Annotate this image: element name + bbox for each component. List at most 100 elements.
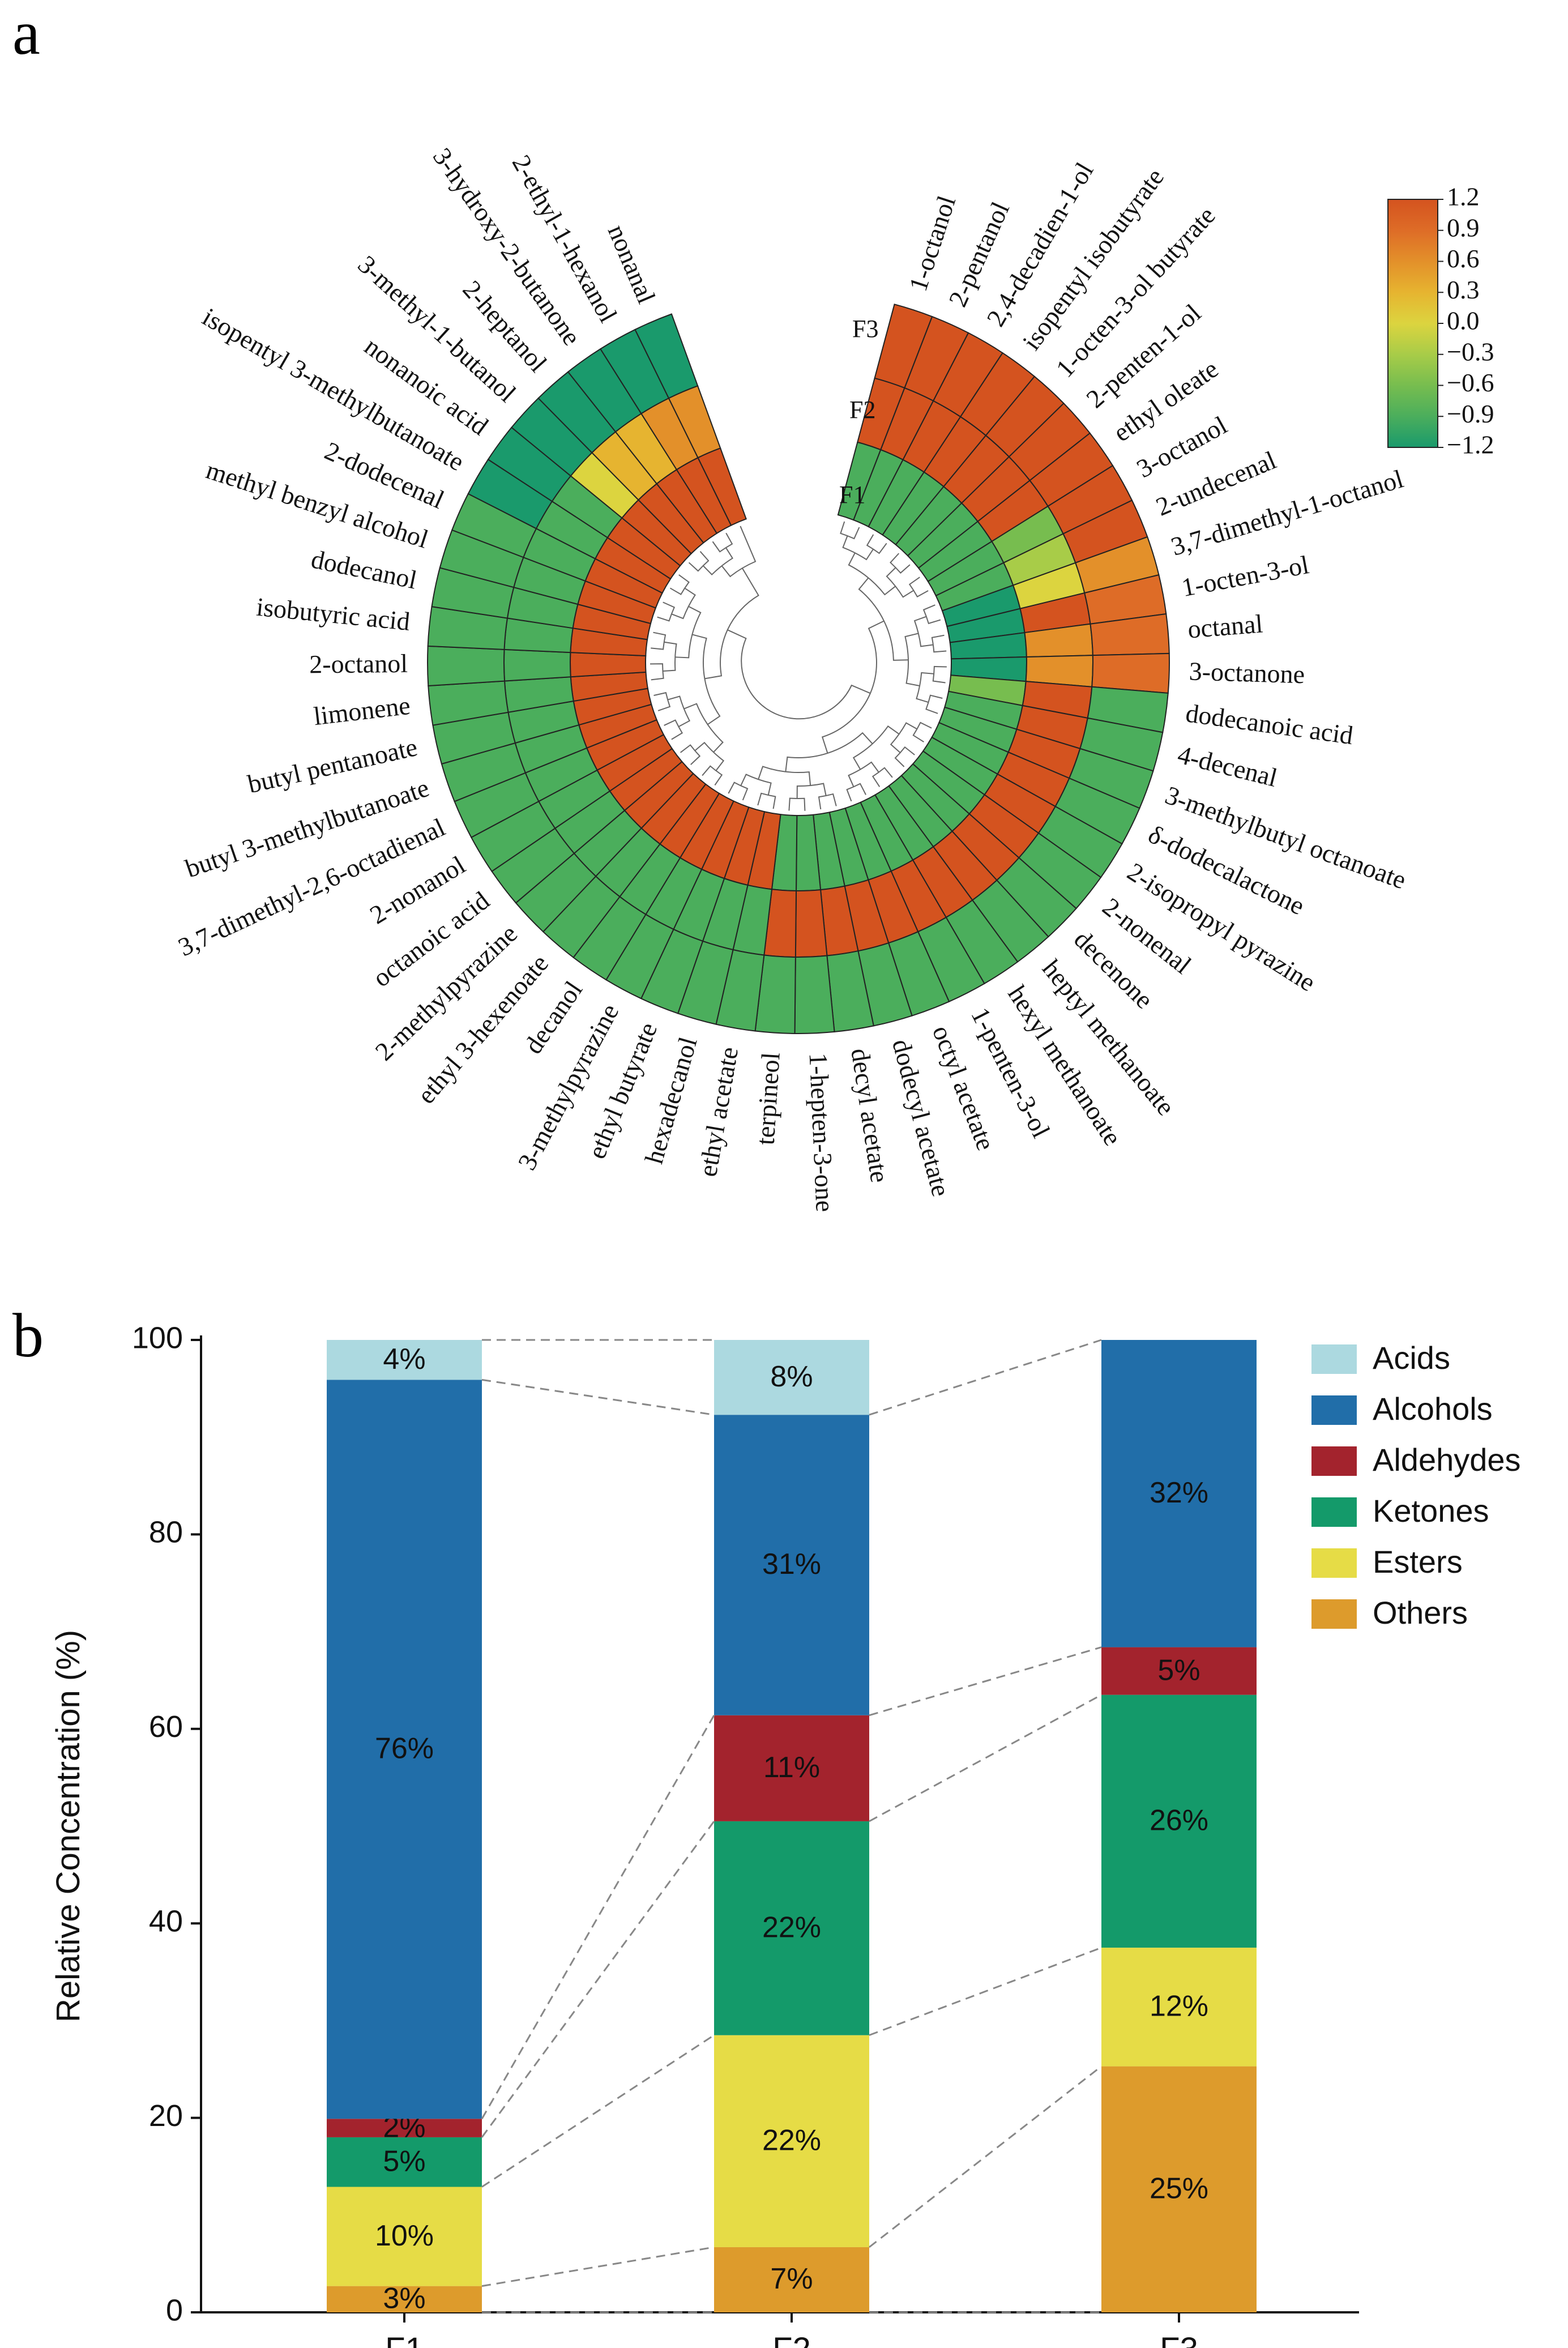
legend-label-ketones: Ketones [1373, 1493, 1489, 1529]
dendrogram-branch [657, 601, 676, 622]
data-label: 22% [762, 1911, 821, 1944]
dendrogram-branch [848, 761, 879, 787]
bar-alcohols-F3 [1101, 1340, 1257, 1647]
data-label: 5% [1157, 1654, 1200, 1687]
y-tick-label: 100 [132, 1321, 183, 1355]
connector-line [869, 1646, 1102, 1717]
bar-aldehydes-F1 [327, 2119, 482, 2137]
legend-label-aldehydes: Aldehydes [1373, 1442, 1521, 1478]
dendrogram-branch [848, 552, 896, 596]
dendrogram-branch [894, 746, 915, 767]
bar-ketones-F3 [1101, 1694, 1257, 1948]
x-tick-label: F3 [1160, 2331, 1198, 2348]
dendrogram-branch [650, 663, 664, 681]
y-tick-label: 60 [149, 1710, 183, 1744]
dendrogram-branch [922, 604, 941, 625]
bar-esters-F2 [714, 2035, 869, 2247]
dendrogram-branch [890, 553, 911, 574]
bar-esters-F1 [327, 2187, 482, 2286]
legend-label-esters: Esters [1373, 1544, 1463, 1579]
stacked-bar-chart: 0 20 40 60 80 100 Relative Concentration (%) F1… [50, 1321, 1521, 2348]
data-label: 76% [375, 1732, 434, 1765]
dendrogram-branch [671, 587, 696, 620]
colorbar-tick-label: 0.9 [1447, 213, 1480, 242]
heatmap-cell-F3 [634, 313, 699, 399]
dendrogram-branch [858, 577, 908, 661]
connector-line [481, 1715, 715, 2120]
colorbar: 1.20.90.60.30.0−0.3−0.6−0.9−1.2 [1387, 182, 1494, 459]
connector-line [481, 2246, 715, 2287]
bar-alcohols-F1 [327, 1380, 482, 2119]
bar-esters-F3 [1101, 1948, 1257, 2067]
dendrogram-branch [675, 605, 702, 659]
ring-label-F1: F1 [839, 481, 865, 509]
compound-label: limonene [312, 691, 412, 731]
dendrogram-branch [728, 782, 749, 801]
connector-line [869, 1694, 1102, 1822]
compound-label: isobutyric acid [255, 592, 412, 636]
ring-label-F3: F3 [852, 315, 878, 343]
dendrogram-branch [692, 634, 721, 725]
bar-acids-F2 [714, 1340, 869, 1415]
compound-labels: 1-octanol2-pentanol2,4-decadien-1-olisop… [174, 143, 1410, 1213]
dendrogram-branch [912, 722, 932, 742]
data-label: 32% [1150, 1476, 1208, 1509]
colorbar-tick-label: −1.2 [1447, 430, 1494, 459]
compound-label: 4-decenal [1175, 740, 1280, 792]
dendrogram-branch [866, 534, 887, 554]
legend: Acids Alcohols Aldehydes Ketones Esters Other… [1311, 1340, 1521, 1630]
colorbar-gradient [1387, 199, 1438, 448]
compound-label: 3-methylbutyl octanoate [1161, 780, 1410, 895]
dendrogram-branch [727, 629, 871, 720]
legend-swatch-ketones [1311, 1497, 1357, 1527]
heatmap-cell-F1 [570, 652, 647, 678]
connector-line [481, 2034, 715, 2188]
ring-labels: F1 F2 F3 [839, 315, 878, 509]
x-tick-label: F1 [385, 2331, 424, 2348]
compound-label: dodecanol [309, 544, 419, 594]
legend-label-alcohols: Alcohols [1373, 1391, 1493, 1427]
dendrogram-branch [704, 567, 759, 680]
dendrogram-branch [822, 620, 885, 754]
data-label: 31% [762, 1548, 821, 1581]
dendrogram-branch [846, 783, 866, 802]
dendrogram-branch [712, 532, 733, 553]
dendrogram-branch [818, 793, 837, 810]
connector-line [481, 1378, 715, 1416]
dendrogram-branch [680, 744, 701, 765]
x-tick-label: F2 [772, 2331, 811, 2348]
data-label: 8% [770, 1360, 813, 1393]
dendrogram-branch [788, 797, 806, 811]
legend-swatch-alcohols [1311, 1395, 1357, 1425]
heatmap-cell-F2 [503, 648, 571, 682]
data-label: 11% [763, 1751, 820, 1784]
legend-swatch-acids [1311, 1344, 1357, 1374]
data-label: 3% [383, 2282, 425, 2315]
connector-line [481, 1821, 715, 2138]
compound-label: dodecanoic acid [1184, 698, 1355, 750]
compound-label: terpineol [751, 1052, 785, 1146]
dendrogram-branch [757, 792, 776, 809]
dendrogram [650, 521, 947, 811]
compound-label: 1-hepten-3-one [804, 1052, 840, 1213]
data-label: 25% [1150, 2172, 1208, 2205]
colorbar-tick-label: −0.6 [1447, 368, 1494, 397]
y-tick-label: 80 [149, 1515, 183, 1549]
dendrogram-branch [651, 631, 666, 650]
dendrogram-branch [916, 672, 934, 703]
dendrogram-branch [842, 535, 874, 561]
connector-line [869, 1339, 1102, 1416]
compound-label: octanal [1187, 609, 1264, 643]
dendrogram-branch [931, 634, 947, 653]
y-tick-label: 20 [149, 2099, 183, 2133]
dendrogram-branch [785, 732, 873, 772]
data-label: 5% [383, 2145, 425, 2178]
compound-label: 2-octanol [309, 649, 408, 679]
data-label: 22% [762, 2124, 821, 2157]
connector-line [869, 1946, 1102, 2037]
data-label: 26% [1150, 1804, 1208, 1837]
circular-heatmap [427, 304, 1170, 1034]
dendrogram-branch [925, 694, 943, 714]
bar-aldehydes-F2 [714, 1715, 869, 1821]
colorbar-tick-label: 1.2 [1447, 182, 1480, 211]
